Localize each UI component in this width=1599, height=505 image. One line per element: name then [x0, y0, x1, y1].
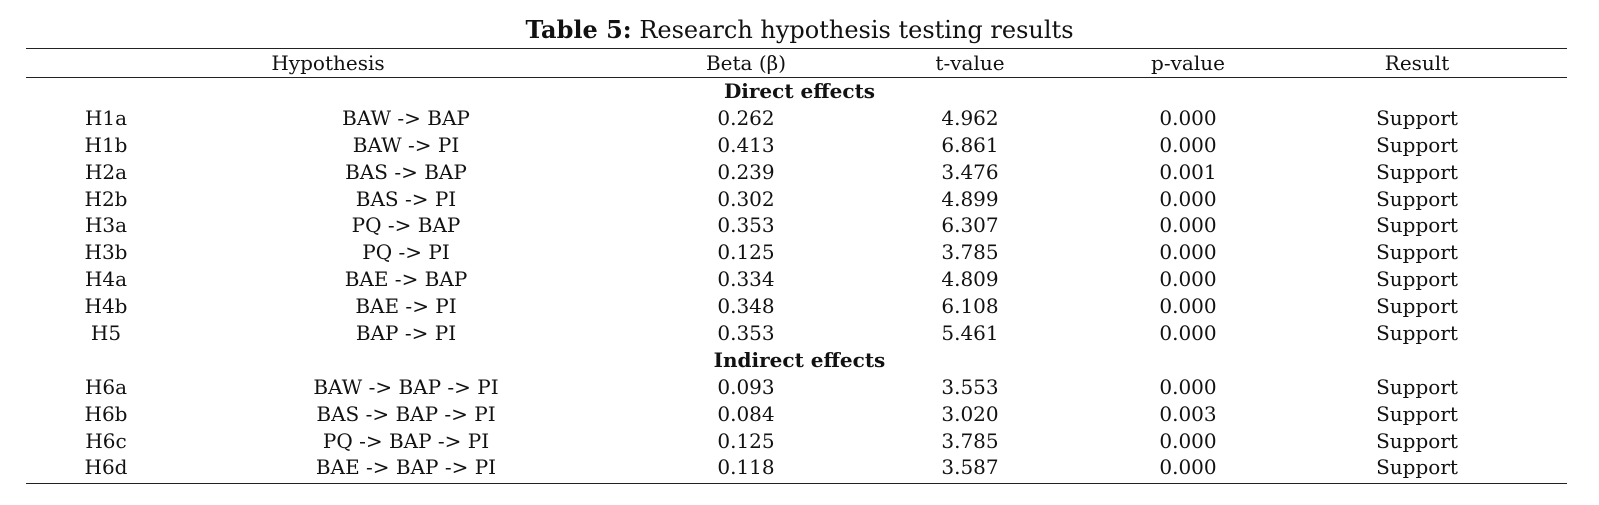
t-value-cell: 4.899	[941, 187, 999, 211]
hypothesis-id-cell: H3a	[84, 213, 128, 237]
table-bottom-rule	[26, 483, 1567, 484]
hypothesis-id-cell: H5	[90, 321, 122, 345]
t-value-cell: 3.785	[941, 429, 999, 453]
hypothesis-id-cell: H1a	[84, 106, 128, 130]
hypothesis-id-cell: H6b	[84, 402, 128, 426]
beta-cell: 0.334	[717, 267, 775, 291]
p-value-cell: 0.000	[1159, 213, 1217, 237]
table-top-rule	[26, 48, 1567, 49]
hypothesis-path-cell: BAW -> BAP	[342, 106, 470, 130]
table-header-rule	[26, 77, 1567, 78]
hypothesis-path-cell: BAP -> PI	[355, 321, 457, 345]
result-cell: Support	[1376, 187, 1458, 211]
result-cell: Support	[1376, 160, 1458, 184]
table-caption: Table 5: Research hypothesis testing res…	[0, 15, 1599, 45]
hypothesis-path-cell: BAS -> BAP -> PI	[316, 402, 496, 426]
beta-cell: 0.353	[717, 213, 775, 237]
t-value-cell: 4.962	[941, 106, 999, 130]
beta-cell: 0.125	[717, 240, 775, 264]
p-value-cell: 0.000	[1159, 321, 1217, 345]
result-cell: Support	[1376, 455, 1458, 479]
p-value-cell: 0.000	[1159, 294, 1217, 318]
p-value-cell: 0.000	[1159, 106, 1217, 130]
hypothesis-path-cell: PQ -> PI	[362, 240, 450, 264]
hypothesis-id-cell: H6d	[84, 455, 128, 479]
column-header-result: Result	[1384, 51, 1450, 75]
section-title: Indirect effects	[713, 348, 886, 372]
hypothesis-path-cell: BAS -> PI	[355, 187, 457, 211]
result-cell: Support	[1376, 267, 1458, 291]
hypothesis-id-cell: H2b	[84, 187, 128, 211]
hypothesis-id-cell: H2a	[84, 160, 128, 184]
t-value-cell: 6.307	[941, 213, 999, 237]
result-cell: Support	[1376, 240, 1458, 264]
beta-cell: 0.118	[717, 455, 775, 479]
beta-cell: 0.084	[717, 402, 775, 426]
p-value-cell: 0.000	[1159, 267, 1217, 291]
column-header-t-value: t-value	[935, 51, 1005, 75]
hypothesis-path-cell: BAE -> PI	[355, 294, 457, 318]
hypothesis-path-cell: BAS -> BAP	[345, 160, 467, 184]
column-header-p-value: p-value	[1151, 51, 1225, 75]
column-header-hypothesis: Hypothesis	[271, 51, 385, 75]
hypothesis-id-cell: H1b	[84, 133, 128, 157]
table-caption-text: Research hypothesis testing results	[639, 16, 1074, 44]
result-cell: Support	[1376, 321, 1458, 345]
beta-cell: 0.413	[717, 133, 775, 157]
t-value-cell: 5.461	[941, 321, 999, 345]
t-value-cell: 3.587	[941, 455, 999, 479]
hypothesis-id-cell: H6c	[85, 429, 127, 453]
beta-cell: 0.353	[717, 321, 775, 345]
t-value-cell: 3.476	[941, 160, 999, 184]
p-value-cell: 0.000	[1159, 429, 1217, 453]
hypothesis-path-cell: BAW -> BAP -> PI	[313, 375, 499, 399]
beta-cell: 0.348	[717, 294, 775, 318]
p-value-cell: 0.003	[1159, 402, 1217, 426]
t-value-cell: 4.809	[941, 267, 999, 291]
p-value-cell: 0.000	[1159, 240, 1217, 264]
t-value-cell: 3.020	[941, 402, 999, 426]
hypothesis-path-cell: PQ -> BAP -> PI	[322, 429, 490, 453]
beta-cell: 0.093	[717, 375, 775, 399]
hypothesis-path-cell: BAE -> BAP	[344, 267, 468, 291]
beta-cell: 0.125	[717, 429, 775, 453]
result-cell: Support	[1376, 375, 1458, 399]
section-title: Direct effects	[723, 79, 876, 103]
column-header-beta: Beta (β)	[705, 51, 787, 75]
table-caption-label: Table 5:	[525, 15, 632, 44]
result-cell: Support	[1376, 294, 1458, 318]
hypothesis-id-cell: H3b	[84, 240, 128, 264]
hypothesis-id-cell: H6a	[84, 375, 128, 399]
beta-cell: 0.302	[717, 187, 775, 211]
t-value-cell: 3.553	[941, 375, 999, 399]
result-cell: Support	[1376, 402, 1458, 426]
hypothesis-path-cell: BAE -> BAP -> PI	[315, 455, 497, 479]
p-value-cell: 0.000	[1159, 187, 1217, 211]
p-value-cell: 0.000	[1159, 133, 1217, 157]
hypothesis-id-cell: H4b	[84, 294, 128, 318]
result-cell: Support	[1376, 106, 1458, 130]
p-value-cell: 0.000	[1159, 375, 1217, 399]
result-cell: Support	[1376, 213, 1458, 237]
t-value-cell: 6.861	[941, 133, 999, 157]
hypothesis-path-cell: PQ -> BAP	[351, 213, 461, 237]
beta-cell: 0.262	[717, 106, 775, 130]
p-value-cell: 0.000	[1159, 455, 1217, 479]
t-value-cell: 6.108	[941, 294, 999, 318]
beta-cell: 0.239	[717, 160, 775, 184]
hypothesis-id-cell: H4a	[84, 267, 128, 291]
result-cell: Support	[1376, 429, 1458, 453]
hypothesis-path-cell: BAW -> PI	[352, 133, 460, 157]
result-cell: Support	[1376, 133, 1458, 157]
t-value-cell: 3.785	[941, 240, 999, 264]
p-value-cell: 0.001	[1159, 160, 1217, 184]
